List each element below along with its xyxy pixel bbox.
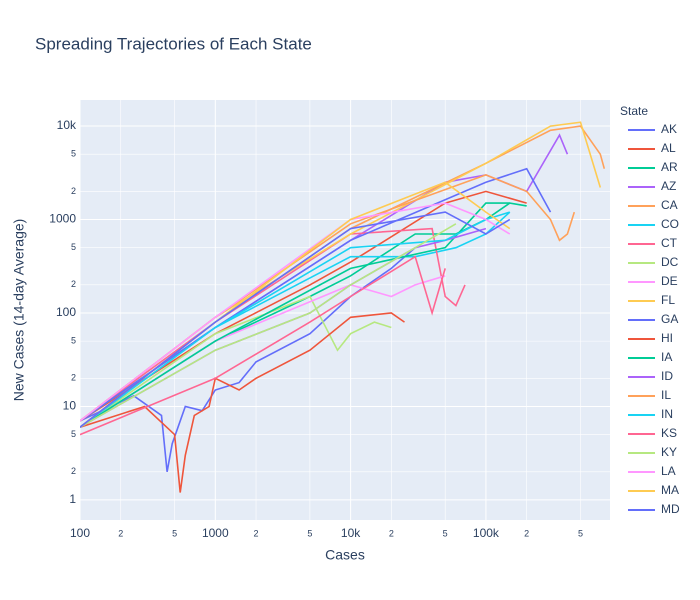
y-tick-label: 100 (56, 305, 76, 319)
y-tick-label: 2 (71, 186, 76, 196)
x-tick-label: 2 (524, 528, 529, 538)
legend-label: AR (661, 160, 678, 174)
series-line (80, 255, 446, 436)
y-tick-label: 5 (71, 429, 76, 439)
x-tick-label: 5 (172, 528, 177, 538)
series-line (80, 223, 457, 428)
y-tick-label: 2 (71, 466, 76, 476)
y-tick-label: 5 (71, 242, 76, 252)
x-axis-title: Cases (325, 547, 365, 563)
legend-label: DC (661, 255, 679, 269)
legend-label: IN (661, 407, 673, 421)
legend-label: CO (661, 217, 679, 231)
series-line (80, 202, 511, 422)
legend-label: IL (661, 388, 671, 402)
plot-area (80, 100, 610, 520)
y-axis-title: New Cases (14-day Average) (11, 219, 27, 402)
x-tick-label: 2 (389, 528, 394, 538)
series-line (80, 312, 405, 493)
legend-label: MD (661, 502, 680, 516)
legend-label: HI (661, 331, 673, 345)
legend-label: DE (661, 274, 678, 288)
y-tick-label: 1000 (49, 212, 76, 226)
x-tick-label: 100 (70, 526, 90, 540)
legend-label: AL (661, 141, 676, 155)
legend-label: AK (661, 122, 677, 136)
series-line (80, 211, 511, 428)
y-tick-label: 2 (71, 279, 76, 289)
series-line (80, 167, 552, 422)
series-line (80, 174, 576, 422)
series-line (80, 202, 527, 428)
chart-title: Spreading Trajectories of Each State (35, 34, 312, 53)
legend-label: IA (661, 350, 672, 364)
y-tick-label: 5 (71, 149, 76, 159)
x-tick-label: 2 (254, 528, 259, 538)
x-tick-label: 2 (118, 528, 123, 538)
legend-label: ID (661, 369, 673, 383)
legend-label: KS (661, 426, 677, 440)
x-tick-label: 5 (578, 528, 583, 538)
x-tick-label: 5 (443, 528, 448, 538)
legend-label: GA (661, 312, 678, 326)
series-line (80, 247, 416, 472)
y-tick-label: 1 (69, 492, 76, 506)
legend-label: CA (661, 198, 678, 212)
legend-label: AZ (661, 179, 676, 193)
y-tick-label: 5 (71, 336, 76, 346)
y-tick-label: 10 (63, 399, 77, 413)
legend-label: MA (661, 483, 679, 497)
y-tick-label: 10k (57, 118, 77, 132)
legend-label: KY (661, 445, 677, 459)
x-tick-label: 1000 (202, 526, 229, 540)
legend-label: FL (661, 293, 675, 307)
series-line (80, 211, 511, 428)
lines (80, 121, 606, 493)
x-tick-label: 5 (307, 528, 312, 538)
legend-label: LA (661, 464, 676, 478)
x-tick-label: 10k (341, 526, 361, 540)
legend-label: CT (661, 236, 678, 250)
x-tick-label: 100k (473, 526, 500, 540)
y-tick-label: 2 (71, 373, 76, 383)
legend-title: State (620, 104, 648, 118)
series-line (80, 295, 392, 428)
